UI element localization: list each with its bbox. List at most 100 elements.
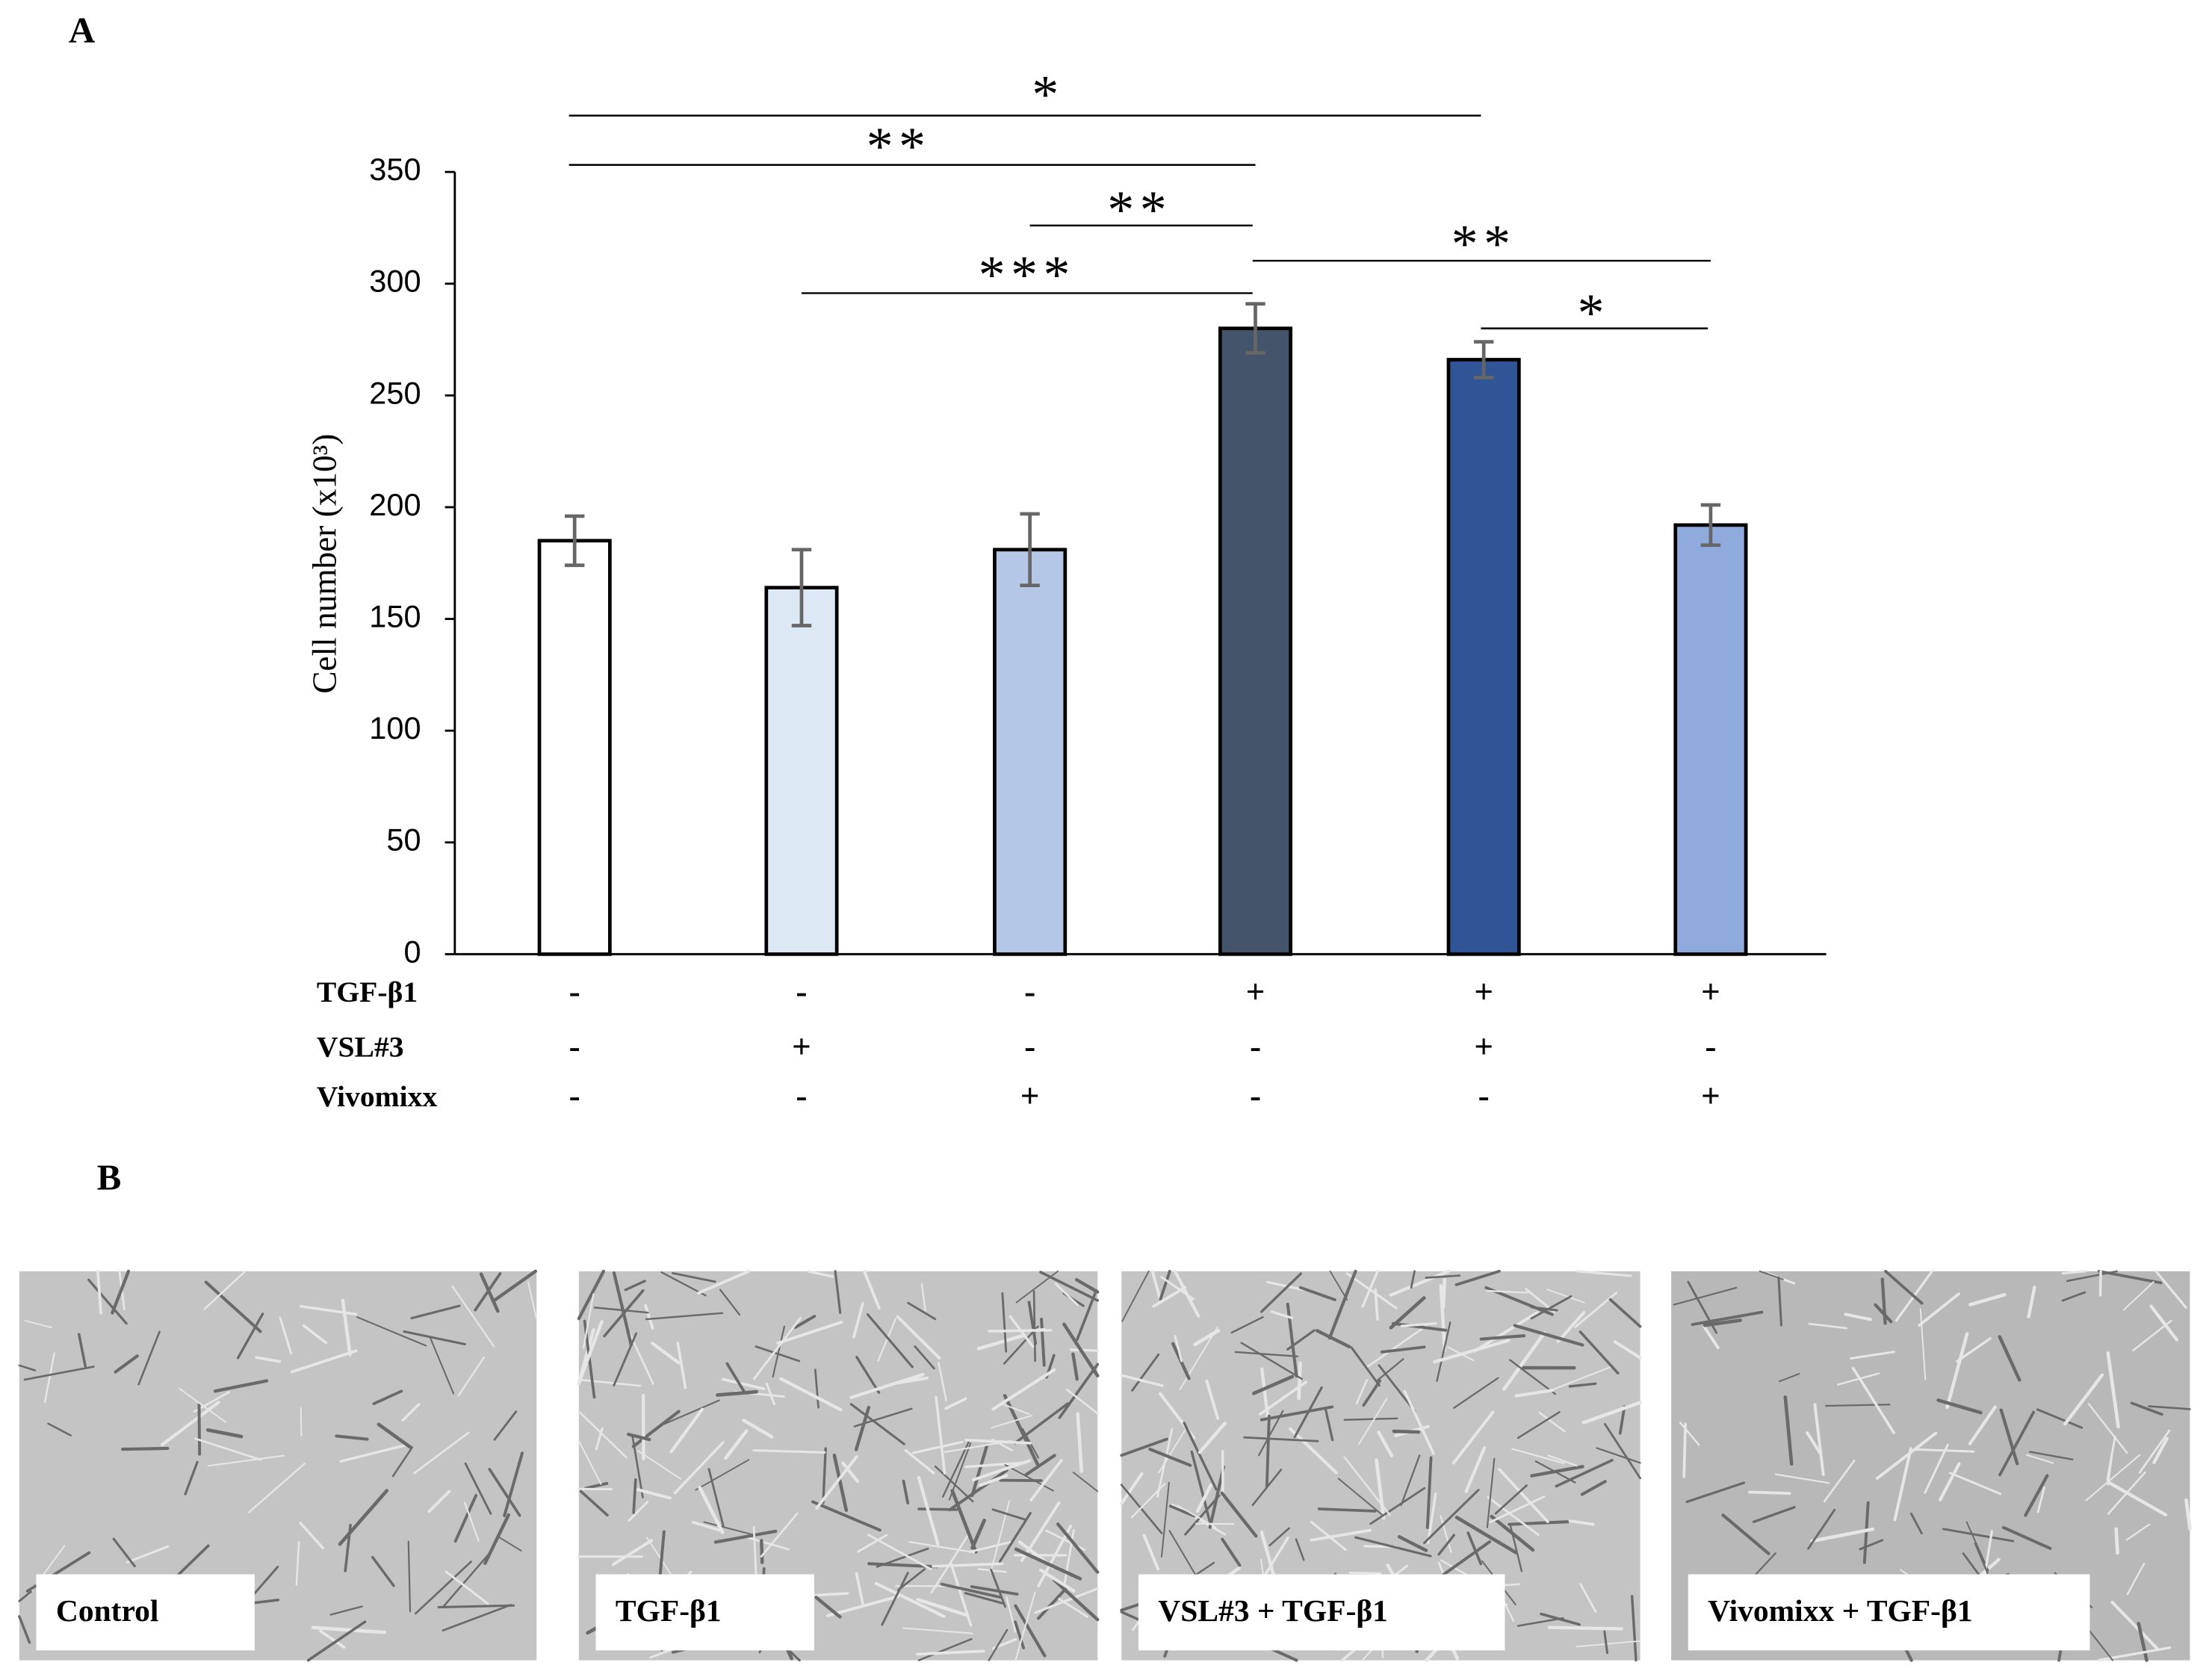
caption-box bbox=[1688, 1574, 2090, 1651]
cell-texture bbox=[1205, 1379, 1220, 1420]
cell-texture bbox=[1998, 1335, 2022, 1382]
cell-texture bbox=[413, 1431, 470, 1475]
cell-texture bbox=[815, 1455, 858, 1510]
cell-texture bbox=[1265, 1414, 1271, 1488]
cell-texture bbox=[611, 1539, 653, 1566]
cell-texture bbox=[2001, 1525, 2052, 1550]
cell-texture bbox=[302, 1324, 327, 1345]
cell-texture bbox=[1131, 1353, 1160, 1392]
cell-texture bbox=[184, 1460, 199, 1495]
cell-texture bbox=[978, 1474, 1009, 1487]
cell-texture bbox=[698, 1486, 725, 1534]
cell-texture bbox=[663, 1399, 720, 1425]
cell-texture bbox=[814, 1369, 820, 1409]
cell-texture bbox=[1076, 1289, 1098, 1342]
cell-texture bbox=[916, 1598, 969, 1617]
cell-texture bbox=[77, 1333, 87, 1368]
cell-texture bbox=[1530, 1295, 1573, 1320]
cell-texture bbox=[1703, 1324, 1720, 1350]
cell-texture bbox=[503, 1451, 524, 1517]
cell-texture bbox=[1691, 1310, 1764, 1327]
cell-texture bbox=[427, 1490, 451, 1513]
treatment-sign: - bbox=[1478, 1077, 1490, 1115]
cell-texture bbox=[2137, 1622, 2149, 1662]
cell-texture bbox=[457, 1357, 485, 1397]
cell-texture bbox=[849, 1403, 905, 1445]
cell-texture bbox=[877, 1318, 897, 1362]
cell-texture bbox=[1439, 1284, 1447, 1352]
cell-texture bbox=[1230, 1315, 1264, 1334]
cell-texture bbox=[1397, 1535, 1428, 1552]
cell-texture bbox=[1234, 1351, 1299, 1358]
cell-texture bbox=[1608, 1298, 1642, 1328]
cell-texture bbox=[948, 1469, 1009, 1512]
cell-texture bbox=[1174, 1334, 1183, 1363]
cell-texture bbox=[826, 1595, 900, 1617]
cell-texture bbox=[991, 1414, 1033, 1429]
cell-texture bbox=[1783, 1395, 1794, 1466]
cell-texture bbox=[1685, 1481, 1746, 1504]
cell-texture bbox=[1337, 1478, 1384, 1516]
cell-texture bbox=[1343, 1456, 1391, 1516]
cell-texture bbox=[23, 1366, 95, 1381]
cell-texture bbox=[1454, 1516, 1518, 1555]
cell-texture bbox=[964, 1438, 1032, 1445]
cell-texture bbox=[752, 1449, 826, 1454]
cell-texture bbox=[896, 1315, 941, 1360]
cell-texture bbox=[1071, 1352, 1079, 1381]
cell-texture bbox=[1001, 1292, 1008, 1353]
treatment-sign: - bbox=[1024, 973, 1035, 1010]
error-bar bbox=[1473, 340, 1494, 379]
cell-texture bbox=[2184, 1498, 2192, 1531]
cell-texture bbox=[857, 1534, 888, 1553]
cell-texture bbox=[1968, 1405, 1997, 1445]
treatment-sign: - bbox=[1024, 1028, 1035, 1065]
cell-texture bbox=[760, 1512, 799, 1558]
cell-texture bbox=[779, 1377, 843, 1412]
cell-texture bbox=[1433, 1339, 1511, 1364]
cell-texture bbox=[194, 1437, 262, 1461]
cell-texture bbox=[137, 1330, 161, 1386]
cell-texture bbox=[1425, 1274, 1461, 1279]
cell-texture bbox=[673, 1441, 725, 1495]
significance-label: ** bbox=[1452, 214, 1517, 273]
cell-texture bbox=[1581, 1401, 1642, 1425]
cell-texture bbox=[2122, 1281, 2154, 1311]
cell-texture bbox=[1938, 1462, 1961, 1502]
cell-texture bbox=[1194, 1561, 1215, 1576]
cell-texture bbox=[1260, 1272, 1303, 1313]
cell-texture bbox=[1159, 1269, 1171, 1301]
cell-texture bbox=[1974, 1542, 1989, 1574]
cell-texture bbox=[1268, 1527, 1290, 1547]
cell-texture bbox=[595, 1427, 604, 1451]
cell-texture bbox=[990, 1568, 1007, 1608]
cell-texture bbox=[944, 1397, 967, 1410]
cell-texture bbox=[1003, 1325, 1039, 1365]
cell-texture bbox=[1509, 1359, 1557, 1395]
cell-texture bbox=[47, 1422, 72, 1436]
cell-texture bbox=[338, 1489, 389, 1546]
cell-texture bbox=[1509, 1525, 1523, 1572]
cell-texture bbox=[1808, 1322, 1847, 1330]
treatment-label: Vivomixx bbox=[317, 1080, 438, 1113]
cell-texture bbox=[1358, 1398, 1388, 1445]
cell-texture bbox=[1494, 1484, 1528, 1515]
cell-texture bbox=[916, 1649, 985, 1656]
cell-texture bbox=[2085, 1454, 2141, 1501]
cell-texture bbox=[1350, 1346, 1381, 1387]
cell-texture bbox=[1514, 1389, 1555, 1398]
cell-texture bbox=[1014, 1604, 1047, 1658]
cell-texture bbox=[631, 1433, 644, 1498]
cell-texture bbox=[391, 1446, 414, 1478]
cell-texture bbox=[1293, 1386, 1323, 1439]
cell-texture bbox=[1072, 1472, 1099, 1493]
cell-texture bbox=[1000, 1402, 1030, 1416]
cell-texture bbox=[968, 1540, 1013, 1553]
cell-texture bbox=[1603, 1630, 1608, 1655]
cell-texture bbox=[760, 1539, 764, 1564]
cell-texture bbox=[1485, 1289, 1528, 1294]
treatment-sign: + bbox=[1246, 973, 1265, 1010]
cell-texture bbox=[290, 1349, 358, 1374]
cell-texture bbox=[1630, 1595, 1638, 1662]
cell-texture bbox=[1479, 1334, 1526, 1341]
